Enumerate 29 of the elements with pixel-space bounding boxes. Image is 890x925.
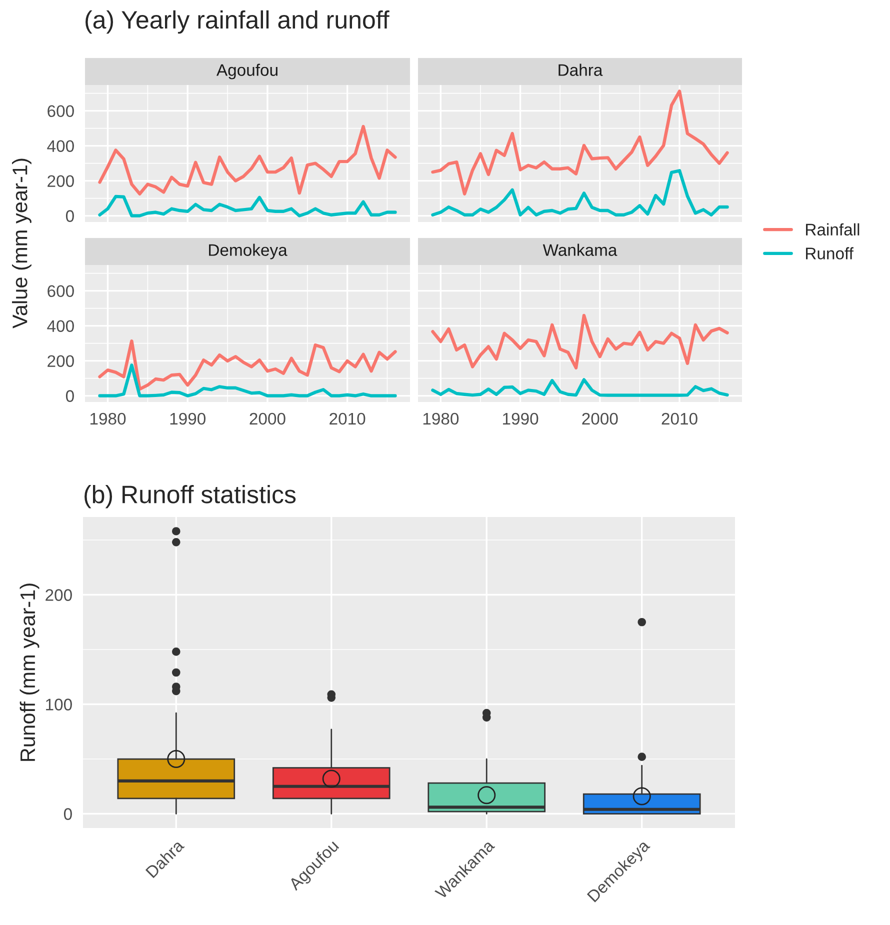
x-tick-label: 1980: [423, 412, 459, 425]
x-tick-label: 2000: [250, 412, 286, 425]
y-axis-title: Runoff (mm year-1): [20, 584, 40, 761]
x-tick-label: 2010: [330, 412, 366, 425]
y-tick-label: 200: [48, 355, 74, 367]
text: (a) Yearly rainfall and runoff: [86, 10, 390, 34]
y-tick-label: 400: [47, 320, 74, 332]
x-tick-label: 1980: [90, 412, 126, 425]
y-tick-label: 200: [48, 175, 74, 187]
y-tick-label: 0: [66, 390, 74, 402]
y-tick-label: 600: [48, 105, 74, 118]
x-tick-label: 2000: [582, 412, 618, 425]
y-axis-title: Value (mm year-1): [12, 158, 32, 328]
legend-label: Runoff: [806, 247, 854, 260]
y-tick-label: 100: [46, 698, 72, 710]
chart-title: (b) Runoff statistics: [84, 484, 296, 508]
chart-title: Dahra: [558, 64, 603, 76]
x-tick-label: 1990: [503, 412, 538, 425]
x-tick-label: 1990: [170, 412, 206, 425]
y-tick-label: 0: [64, 808, 72, 820]
chart-title: Wankama: [542, 244, 618, 256]
y-tick-label: 400: [47, 140, 74, 152]
chart-title: Demokeya: [209, 244, 288, 260]
chart-title: Agoufou: [216, 64, 278, 80]
y-tick-label: 200: [46, 589, 72, 601]
y-tick-label: 0: [66, 210, 74, 222]
x-tick-label: 2010: [662, 412, 698, 425]
legend-label: Rainfall: [806, 223, 860, 236]
y-tick-label: 600: [48, 285, 74, 298]
